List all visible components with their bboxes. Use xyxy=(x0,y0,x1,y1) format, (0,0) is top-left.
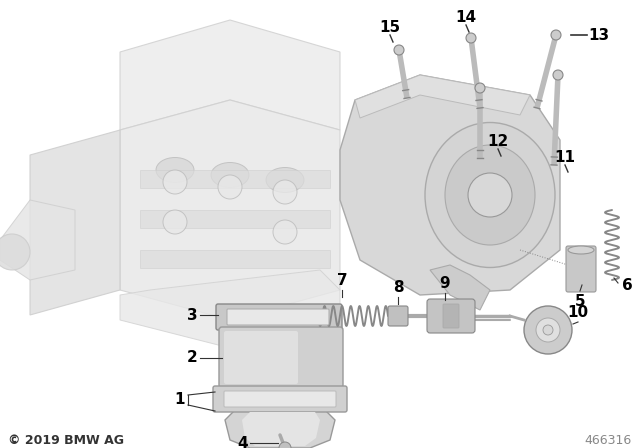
Text: 3: 3 xyxy=(188,307,198,323)
Circle shape xyxy=(551,30,561,40)
FancyBboxPatch shape xyxy=(566,246,596,292)
Text: 15: 15 xyxy=(380,21,401,35)
Circle shape xyxy=(466,33,476,43)
Text: 10: 10 xyxy=(568,305,589,320)
Polygon shape xyxy=(242,412,320,446)
Circle shape xyxy=(273,220,297,244)
Ellipse shape xyxy=(266,168,304,193)
Polygon shape xyxy=(140,250,330,268)
Circle shape xyxy=(543,325,553,335)
Text: 8: 8 xyxy=(393,280,403,295)
Circle shape xyxy=(163,170,187,194)
Circle shape xyxy=(163,210,187,234)
Circle shape xyxy=(553,70,563,80)
Polygon shape xyxy=(120,270,340,348)
Polygon shape xyxy=(30,130,120,315)
Circle shape xyxy=(394,45,404,55)
Ellipse shape xyxy=(156,158,194,182)
Circle shape xyxy=(0,234,30,270)
Circle shape xyxy=(475,83,485,93)
Polygon shape xyxy=(430,265,490,310)
Text: 14: 14 xyxy=(456,10,477,26)
Polygon shape xyxy=(355,75,530,118)
Circle shape xyxy=(536,318,560,342)
Text: 2: 2 xyxy=(188,350,198,366)
FancyBboxPatch shape xyxy=(427,299,475,333)
FancyBboxPatch shape xyxy=(443,304,459,328)
Ellipse shape xyxy=(445,145,535,245)
Polygon shape xyxy=(0,200,75,280)
Polygon shape xyxy=(120,20,340,130)
Polygon shape xyxy=(225,410,335,448)
Text: © 2019 BMW AG: © 2019 BMW AG xyxy=(8,434,124,447)
Polygon shape xyxy=(120,100,340,320)
Circle shape xyxy=(218,175,242,199)
FancyBboxPatch shape xyxy=(227,309,329,325)
FancyBboxPatch shape xyxy=(224,331,298,384)
Text: 11: 11 xyxy=(554,151,575,165)
Polygon shape xyxy=(140,170,330,188)
FancyBboxPatch shape xyxy=(219,327,343,388)
Ellipse shape xyxy=(568,246,594,254)
Circle shape xyxy=(468,173,512,217)
FancyBboxPatch shape xyxy=(216,304,342,330)
Text: 5: 5 xyxy=(575,294,586,309)
FancyBboxPatch shape xyxy=(213,386,347,412)
Circle shape xyxy=(279,442,291,448)
Text: 4: 4 xyxy=(237,435,248,448)
Text: 12: 12 xyxy=(488,134,509,150)
Text: 6: 6 xyxy=(622,279,633,293)
FancyBboxPatch shape xyxy=(224,391,336,407)
Circle shape xyxy=(524,306,572,354)
Ellipse shape xyxy=(425,122,555,267)
Polygon shape xyxy=(340,75,560,295)
Ellipse shape xyxy=(211,163,249,188)
Text: 7: 7 xyxy=(337,273,348,288)
Text: 9: 9 xyxy=(440,276,451,291)
Text: 1: 1 xyxy=(175,392,185,408)
FancyBboxPatch shape xyxy=(388,306,408,326)
Polygon shape xyxy=(140,210,330,228)
Text: 13: 13 xyxy=(588,27,609,43)
Text: 466316: 466316 xyxy=(585,434,632,447)
Circle shape xyxy=(273,180,297,204)
